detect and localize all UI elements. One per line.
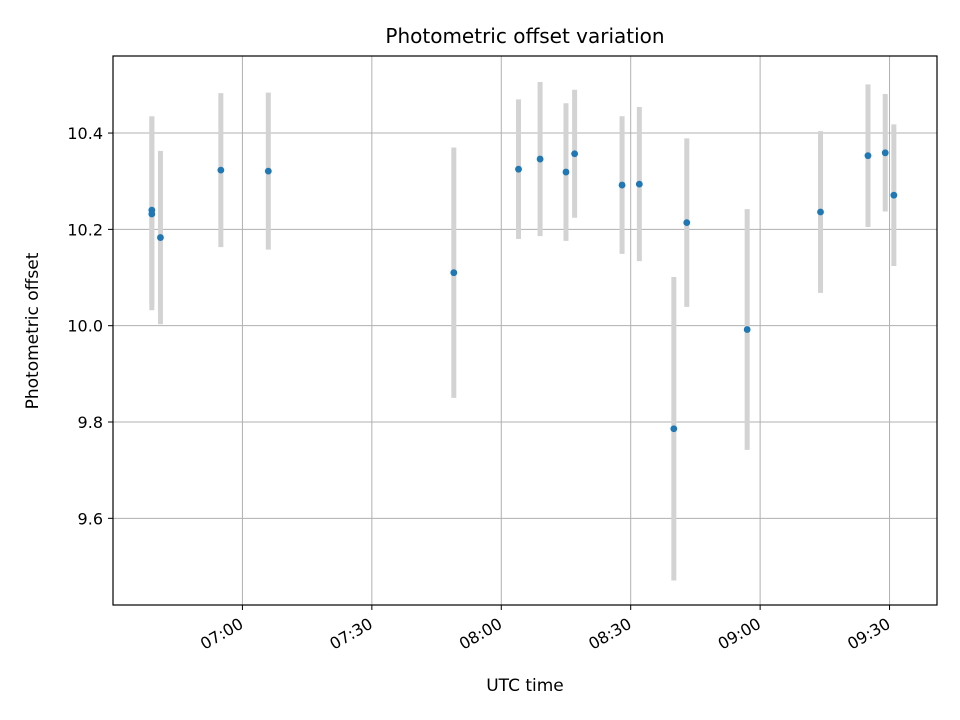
data-point (157, 234, 164, 241)
data-point (881, 149, 889, 157)
data-point (264, 167, 272, 175)
data-point (450, 269, 458, 277)
y-tick-label: 10.4 (67, 124, 103, 143)
data-point (217, 166, 225, 174)
chart-title: Photometric offset variation (385, 24, 664, 48)
x-axis-title: UTC time (486, 676, 564, 696)
data-point (515, 165, 522, 173)
y-tick-label: 10.0 (67, 317, 103, 336)
data-point (890, 191, 898, 199)
data-point (683, 219, 691, 227)
y-axis-title: Photometric offset (23, 252, 43, 409)
data-point (635, 180, 643, 188)
data-point (743, 326, 751, 333)
data-point (817, 208, 824, 216)
data-point (864, 152, 872, 160)
data-point (618, 181, 626, 189)
data-point (571, 150, 579, 158)
y-tick-label: 9.6 (78, 509, 103, 528)
data-point (670, 425, 678, 433)
data-point (536, 155, 544, 163)
y-tick-label: 9.8 (78, 413, 103, 432)
data-point (148, 210, 156, 218)
plot-area-frame (112, 55, 938, 606)
grid (113, 56, 937, 605)
y-tick-label: 10.2 (67, 220, 103, 239)
data-point (562, 168, 570, 176)
data-points (148, 149, 898, 433)
